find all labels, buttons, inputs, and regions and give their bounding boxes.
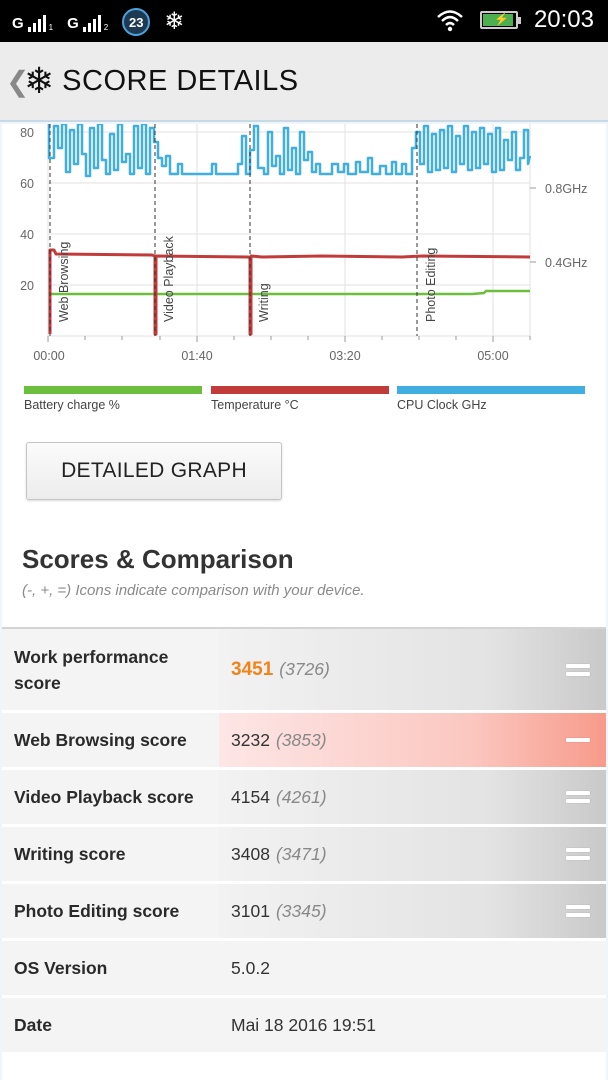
reference-score: (3471) bbox=[275, 843, 327, 864]
reference-score: (3726) bbox=[279, 659, 330, 679]
score-value: 3232 bbox=[231, 729, 270, 750]
row-value: 5.0.2 bbox=[219, 941, 606, 995]
table-row: Date Mai 18 2016 19:51 bbox=[2, 998, 606, 1055]
marker-label-web-browsing: Web Browsing bbox=[57, 242, 71, 322]
x-tick-label: 01:40 bbox=[181, 349, 212, 363]
series-cpu-clock bbox=[47, 124, 532, 178]
table-row[interactable]: Work performance score 3451 (3726) bbox=[2, 629, 606, 713]
row-label: Work performance score bbox=[14, 646, 169, 693]
notification-badge-icon: 23 bbox=[122, 8, 151, 36]
snowflake-icon: ❄ bbox=[164, 8, 185, 35]
table-row[interactable]: Photo Editing score 3101 (3345) bbox=[2, 884, 606, 941]
row-value: 3101 (3345) bbox=[219, 884, 606, 938]
x-tick-label: 03:20 bbox=[329, 349, 360, 363]
legend-temperature: Temperature °C bbox=[211, 386, 389, 412]
y-tick-label: 80 bbox=[20, 126, 34, 140]
equal-icon bbox=[566, 844, 590, 864]
snowflake-icon: ❄ bbox=[24, 60, 55, 101]
score-value: 4154 bbox=[231, 786, 270, 807]
equal-icon bbox=[566, 787, 590, 807]
content-panel: 80 60 40 20 0.8GHz 0.4GHz 00:00 01:40 03… bbox=[2, 124, 606, 1080]
x-tick-label: 05:00 bbox=[477, 349, 508, 363]
detailed-graph-button[interactable]: DETAILED GRAPH bbox=[26, 442, 282, 500]
section-subtitle: (-, +, =) Icons indicate comparison with… bbox=[22, 582, 365, 599]
os-version-value: 5.0.2 bbox=[231, 957, 270, 978]
score-value: 3101 bbox=[231, 900, 270, 921]
legend-label: Temperature °C bbox=[211, 398, 299, 412]
row-value: 3451 (3726) bbox=[219, 629, 606, 710]
row-label: Video Playback score bbox=[14, 787, 194, 807]
legend-label: Battery charge % bbox=[24, 398, 120, 412]
row-label: Web Browsing score bbox=[14, 730, 187, 750]
y-tick-label: 20 bbox=[20, 279, 34, 293]
y-tick-label: 60 bbox=[20, 177, 34, 191]
back-chevron-icon[interactable]: ❮ bbox=[6, 65, 30, 97]
app-bar: ❮ ❄ SCORE DETAILS bbox=[0, 42, 608, 122]
clock: 20:03 bbox=[533, 6, 594, 33]
row-value: 3408 (3471) bbox=[219, 827, 606, 881]
status-bar: G 1 G 2 23 ❄ ⚡ 20:03 bbox=[0, 0, 608, 42]
row-value: Mai 18 2016 19:51 bbox=[219, 998, 606, 1052]
score-value: 3451 bbox=[231, 658, 274, 680]
battery-charging-icon: ⚡ bbox=[479, 11, 521, 29]
legend-battery: Battery charge % bbox=[24, 386, 202, 412]
row-label: Writing score bbox=[14, 844, 126, 864]
marker-label-photo-editing: Photo Editing bbox=[424, 248, 438, 322]
signal-icon: G 1 bbox=[12, 15, 54, 32]
row-value: 3232 (3853) bbox=[219, 713, 606, 767]
chart-legend: Battery charge % Temperature °C CPU Cloc… bbox=[24, 386, 586, 426]
status-right: ⚡ 20:03 bbox=[436, 6, 594, 34]
legend-label: CPU Clock GHz bbox=[397, 398, 487, 412]
performance-chart[interactable]: 80 60 40 20 0.8GHz 0.4GHz 00:00 01:40 03… bbox=[2, 124, 606, 374]
score-value: 3408 bbox=[231, 843, 270, 864]
marker-label-video-playback: Video Playback bbox=[162, 235, 176, 322]
row-label: Photo Editing score bbox=[14, 901, 180, 921]
table-row[interactable]: Web Browsing score 3232 (3853) bbox=[2, 713, 606, 770]
reference-score: (4261) bbox=[275, 786, 327, 807]
marker-label-writing: Writing bbox=[257, 283, 271, 322]
table-row: OS Version 5.0.2 bbox=[2, 941, 606, 998]
series-battery-charge bbox=[50, 289, 530, 296]
status-left: G 1 G 2 23 ❄ bbox=[12, 8, 184, 36]
legend-cpu-clock: CPU Clock GHz bbox=[397, 386, 585, 412]
y2-tick-label: 0.4GHz bbox=[545, 256, 587, 270]
equal-icon bbox=[566, 901, 590, 921]
reference-score: (3853) bbox=[275, 729, 327, 750]
table-row[interactable]: Writing score 3408 (3471) bbox=[2, 827, 606, 884]
reference-score: (3345) bbox=[275, 900, 327, 921]
scores-table: Work performance score 3451 (3726) Web B… bbox=[2, 627, 606, 1055]
x-tick-label: 00:00 bbox=[33, 349, 64, 363]
date-value: Mai 18 2016 19:51 bbox=[231, 1014, 376, 1035]
series-temperature bbox=[48, 248, 531, 336]
network-type-label: G bbox=[12, 15, 24, 32]
row-label: OS Version bbox=[14, 958, 108, 978]
event-markers bbox=[49, 124, 418, 336]
equal-icon bbox=[566, 660, 590, 680]
signal-icon-2: G 2 bbox=[67, 15, 109, 32]
y-tick-label: 40 bbox=[20, 228, 34, 242]
network-type-label-2: G bbox=[67, 15, 79, 32]
section-title: Scores & Comparison bbox=[22, 544, 294, 574]
minus-icon bbox=[566, 734, 590, 746]
row-value: 4154 (4261) bbox=[219, 770, 606, 824]
y2-tick-label: 0.8GHz bbox=[545, 182, 587, 196]
wifi-icon bbox=[437, 10, 463, 32]
table-row[interactable]: Video Playback score 4154 (4261) bbox=[2, 770, 606, 827]
row-label: Date bbox=[14, 1015, 52, 1035]
page-title: SCORE DETAILS bbox=[62, 64, 299, 97]
